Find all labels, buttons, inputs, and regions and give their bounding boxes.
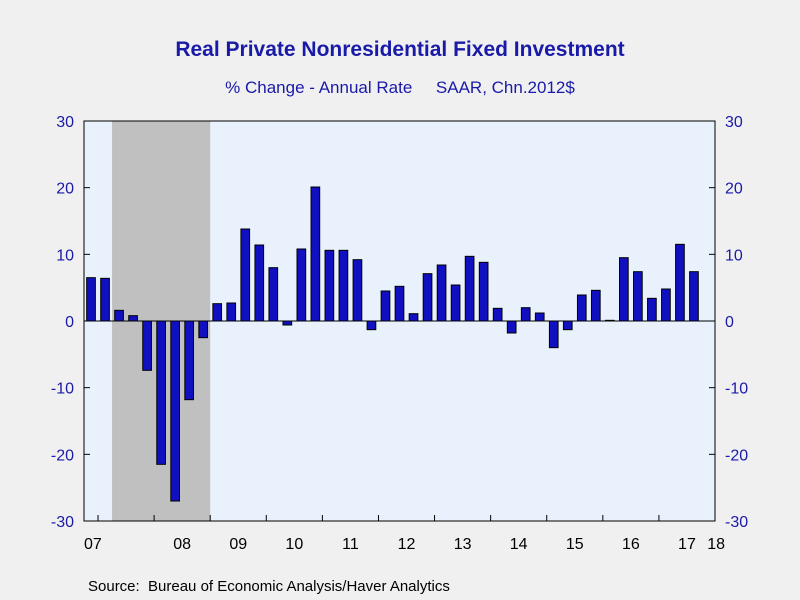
bar-2009Q1 [184,320,195,401]
chart-source: Source: Bureau of Economic Analysis/Have… [88,578,450,595]
x-tick-label: 18 [707,536,725,553]
bar-2016Q2 [590,289,601,322]
x-tick-label: 07 [84,536,102,553]
bar-2016Q1 [576,294,587,322]
y-tick-label-left: 0 [65,314,74,331]
y-tick-label-right: 20 [725,181,743,198]
y-axis-right: 30 20 10 0 -10 -20 -30 [709,114,748,531]
bar-2008Q3 [156,320,166,465]
bar-2010Q4 [282,320,293,326]
bar-2017Q3 [661,288,671,322]
bar-2015Q2 [534,312,545,322]
bar-2013Q1 [408,313,419,322]
bar-2009Q3 [212,303,223,322]
x-tick-label: 17 [678,536,696,553]
bar-2014Q1 [464,255,475,322]
bar-2014Q4 [506,320,517,334]
bar-2012Q3 [380,290,391,322]
bar-2015Q4 [562,320,573,331]
x-tick-label: 14 [510,536,528,553]
x-tick-label: 10 [285,536,303,553]
bar-2010Q2 [254,244,265,322]
bar-2013Q3 [436,264,447,322]
y-tick-label-left: -30 [51,514,74,531]
y-tick-label-left: -20 [51,447,74,464]
x-tick-label: 16 [622,536,640,553]
x-tick-label: 12 [398,536,416,553]
bar-2016Q4 [619,257,629,322]
bar-2015Q1 [520,307,531,322]
bar-2014Q3 [492,307,503,322]
bar-2007Q3 [100,277,110,322]
bar-2010Q1 [240,228,251,322]
bar-2013Q4 [450,284,461,322]
chart-subtitle: % Change - Annual Rate SAAR, Chn.2012$ [225,78,575,97]
bar-2008Q4 [170,320,180,502]
bar-2015Q3 [548,320,559,349]
y-tick-label-right: -20 [725,447,748,464]
x-tick-label: 11 [342,536,359,553]
y-tick-label-right: 30 [725,114,743,131]
bar-2012Q1 [352,259,363,322]
bar-2017Q2 [647,297,657,322]
chart-title: Real Private Nonresidential Fixed Invest… [175,38,625,61]
x-tick-label: 08 [173,536,191,553]
bar-2011Q4 [338,249,349,322]
bar-2010Q3 [268,267,279,322]
bar-2012Q4 [394,285,405,322]
bar-2008Q2 [142,320,152,371]
bar-2009Q4 [226,302,237,322]
y-axis-left: 30 20 10 0 -10 -20 -30 [51,114,90,531]
bar-2012Q2 [366,320,377,331]
bar-2011Q1 [296,248,307,322]
y-tick-label-left: -10 [51,381,74,398]
x-axis: 07 08 09 10 11 12 13 14 15 16 17 18 [84,515,725,553]
bar-2017Q1 [633,271,643,322]
y-tick-label-right: 0 [725,314,734,331]
bar-2017Q4 [675,243,685,322]
y-tick-label-left: 10 [56,247,74,264]
bar-2011Q3 [324,249,335,322]
bar-2014Q2 [478,261,489,322]
bar-2008Q1 [128,315,138,322]
bar-2018Q1 [689,271,699,322]
bar-2013Q2 [422,273,433,322]
y-tick-label-right: 10 [725,247,743,264]
bar-2007Q2 [86,277,96,322]
y-tick-label-right: -10 [725,381,748,398]
bar-2009Q2 [198,320,209,339]
bar-2011Q2 [310,186,321,322]
y-tick-label-left: 30 [56,114,74,131]
x-tick-label: 15 [566,536,584,553]
bar-2007Q4 [114,309,124,322]
x-tick-label: 13 [454,536,472,553]
y-tick-label-right: -30 [725,514,748,531]
x-tick-label: 09 [229,536,247,553]
y-tick-label-left: 20 [56,181,74,198]
